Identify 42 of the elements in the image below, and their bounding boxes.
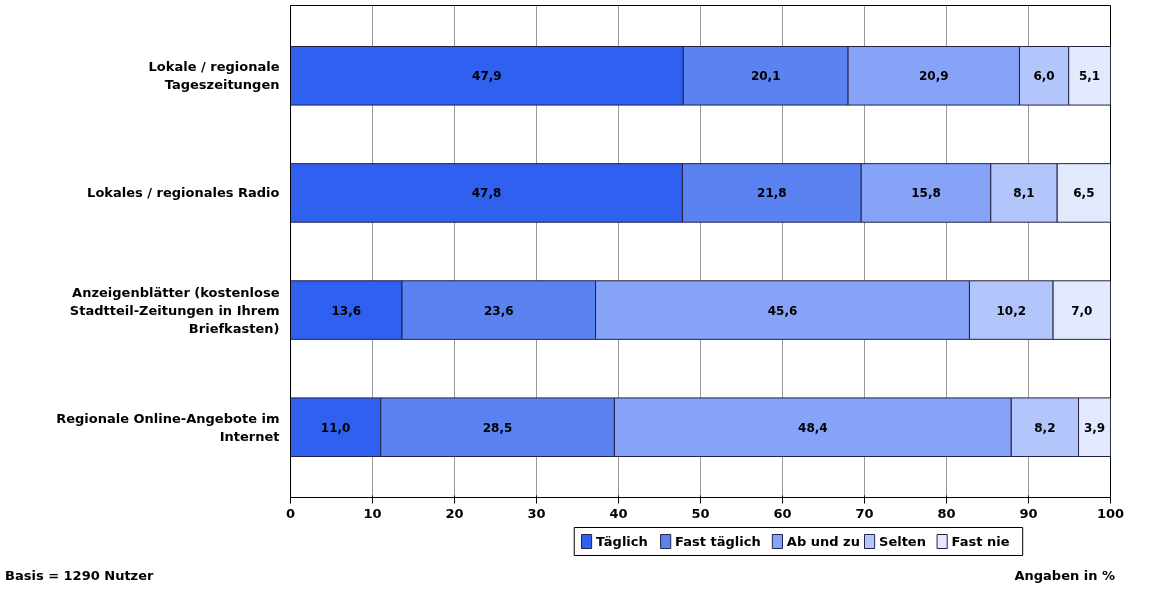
text: Basis = 1290 Nutzer (5, 567, 154, 585)
data-label: 7,0 (1071, 303, 1093, 318)
data-label: 8,2 (1034, 420, 1056, 435)
data-label: 11,0 (320, 420, 351, 435)
data-label: 47,8 (471, 186, 502, 201)
data-label: 5,1 (1078, 69, 1101, 84)
data-label: 8,1 (1013, 186, 1035, 201)
x-tick-label: 70 (855, 505, 874, 521)
data-label: 48,4 (798, 420, 828, 435)
data-label: 28,5 (482, 420, 513, 435)
data-label: 6,5 (1073, 186, 1095, 201)
data-label: 20,1 (750, 69, 781, 84)
y-tick-label: Regionale Online-Angebote im Internet (56, 410, 280, 444)
legend-label: Selten (879, 534, 926, 549)
legend-label: Fast nie (951, 534, 1010, 549)
x-tick-label: 60 (773, 505, 792, 521)
y-tick-label: Lokales / regionales Radio (87, 185, 280, 201)
x-tick-label: 20 (445, 505, 464, 521)
data-label: 13,6 (331, 303, 362, 318)
x-tick-label: 10 (363, 505, 382, 521)
data-label: 6,0 (1033, 69, 1055, 84)
x-tick-label: 50 (691, 505, 710, 521)
x-tick-label: 100 (1096, 505, 1125, 521)
data-label: 23,6 (483, 303, 514, 318)
legend-label: Ab und zu (786, 534, 860, 549)
x-tick-label: 0 (285, 505, 296, 521)
data-label: 21,8 (757, 186, 787, 201)
data-label: 15,8 (911, 186, 941, 201)
legend-label: Täglich (596, 534, 648, 549)
y-tick-label: Anzeigenblätter (kostenlose Stadtteil-Zeitungen in Ihrem Briefkasten) (69, 284, 280, 336)
data-label: 10,2 (996, 303, 1027, 318)
data-label: 45,6 (767, 303, 798, 318)
x-tick-label: 90 (1019, 505, 1038, 521)
y-tick-label: Lokale / regionale Tageszeitungen (148, 59, 280, 93)
text: Angaben in % (1014, 567, 1115, 585)
data-label: 47,9 (472, 69, 502, 84)
x-tick-label: 30 (527, 505, 546, 521)
data-label: 3,9 (1083, 420, 1106, 435)
data-label: 20,9 (918, 69, 949, 84)
legend-label: Fast täglich (675, 534, 761, 549)
x-tick-label: 40 (609, 505, 628, 521)
x-tick-label: 80 (937, 505, 956, 521)
